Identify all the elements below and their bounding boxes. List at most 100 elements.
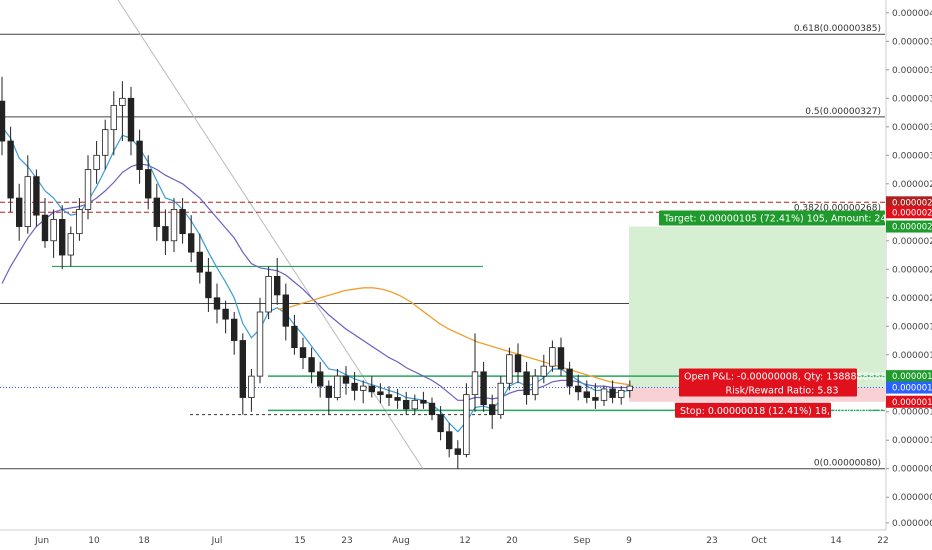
candle-57: [488, 394, 496, 429]
candle-body-46: [394, 397, 401, 401]
candle-67: [575, 374, 582, 401]
candle-39: [334, 369, 341, 401]
price-tag-0: 0.00000267: [886, 196, 932, 209]
candle-body-7: [59, 219, 66, 256]
time-axis[interactable]: Jun 10 18 Jul 15 23 Aug 12 20 Sep 9 23 Oct 14 22: [0, 529, 889, 546]
candle-60: [514, 343, 522, 384]
candle-13: [110, 91, 117, 156]
candle-body-38: [325, 385, 332, 398]
candle-body-2: [15, 197, 23, 227]
y-tick-label-17: 0.00000380: [892, 37, 932, 47]
candle-body-20: [170, 209, 178, 242]
fib-label-3: 0(0.00000080): [814, 459, 881, 469]
candle-body-57: [488, 404, 496, 415]
candle-19: [162, 209, 169, 256]
candle-53: [454, 440, 461, 469]
candle-30: [256, 297, 264, 384]
price-tag-label-1: 0.00000260: [892, 208, 932, 218]
y-tick-label-2: 0.00000080: [892, 465, 932, 475]
candle-body-61: [523, 371, 530, 396]
x-tick-label-12: Oct: [751, 536, 767, 546]
candle-body-66: [566, 368, 573, 387]
candle-14: [119, 81, 126, 142]
candle-26: [222, 300, 229, 334]
y-tick-label-4: 0.00000120: [892, 408, 932, 418]
candle-body-10: [84, 169, 92, 210]
candle-58: [497, 376, 504, 419]
candle-61: [523, 361, 530, 405]
candle-28: [239, 333, 246, 415]
candle-body-68: [583, 391, 590, 398]
candle-body-28: [239, 340, 246, 398]
candle-body-8: [67, 233, 74, 256]
candle-73: [626, 380, 633, 398]
candle-72: [618, 386, 625, 405]
candle-body-37: [316, 371, 324, 387]
candle-body-58: [497, 382, 504, 415]
fib-partial-label: 0.382(0.00000268): [794, 203, 881, 213]
x-tick-label-7: 12: [459, 536, 470, 546]
candle-62: [532, 369, 539, 401]
candle-47: [402, 391, 410, 415]
candle-body-32: [273, 275, 281, 296]
candle-body-3: [24, 176, 31, 227]
candle-body-56: [480, 371, 487, 406]
candle-body-45: [385, 394, 393, 398]
candle-71: [609, 380, 616, 404]
price-tag-bg-1: [886, 206, 932, 219]
candle-body-35: [299, 347, 307, 359]
candle-body-19: [162, 226, 169, 242]
y-tick-label-6: 0.00000160: [892, 351, 932, 361]
candle-body-34: [291, 325, 298, 349]
fib-label-1: 0.5(0.00000327): [805, 107, 881, 117]
candle-body-21: [179, 209, 186, 235]
y-tick-label-0: 0.00000042: [892, 519, 932, 529]
candle-18: [153, 183, 160, 241]
price-axis[interactable]: 0.00000042 0.00000060 0.00000080 0.00000100…: [885, 0, 932, 530]
target-zone: [629, 226, 885, 388]
candle-40: [342, 366, 350, 395]
candle-12: [102, 119, 109, 170]
x-tick-label-1: 10: [88, 536, 100, 546]
candle-body-22: [187, 233, 195, 253]
candle-44: [377, 383, 384, 404]
price-tag-label-0: 0.00000267: [892, 198, 932, 208]
candle-body-63: [540, 365, 547, 377]
y-tick-label-8: 0.00000200: [892, 294, 932, 304]
candle-21: [179, 198, 186, 244]
candle-body-51: [437, 414, 444, 433]
price-tag-label-5: 0.00000127: [892, 398, 932, 408]
y-tick-label-18: 0.00000400: [892, 9, 932, 19]
candle-body-49: [420, 399, 427, 404]
candle-body-15: [127, 97, 135, 142]
price-tag-bg-5: [886, 395, 932, 408]
candle-body-9: [76, 209, 83, 235]
pnl-label-text: Open P&L: -0.00000008, Qty: 1388888888: [684, 372, 887, 383]
stop-label: Stop: 0.00000018 (12.41%) 18, Amount: 75…: [675, 402, 895, 418]
y-tick-label-3: 0.00000100: [892, 436, 932, 446]
candle-body-53: [454, 448, 461, 455]
price-tag-1: 0.00000260: [886, 206, 932, 219]
candle-46: [394, 388, 401, 409]
candle-body-5: [41, 214, 49, 242]
candle-body-69: [592, 397, 599, 401]
price-tag-bg-4: [886, 381, 932, 394]
candle-8: [67, 226, 74, 267]
candle-body-13: [110, 105, 117, 131]
price-tags: 0.000002670.00000260 0.00000250 0.00000145…: [886, 196, 932, 408]
x-tick-label-4: 15: [294, 536, 305, 546]
target-label-text: Target: 0.00000105 (72.41%) 105, Amount:…: [663, 214, 914, 225]
candle-31: [265, 266, 272, 320]
x-tick-label-5: 23: [341, 536, 352, 546]
y-tick-label-7: 0.00000180: [892, 322, 932, 332]
candle-65: [557, 337, 565, 377]
y-tick-label-10: 0.00000240: [892, 237, 932, 247]
y-tick-label-12: 0.00000280: [892, 180, 932, 190]
candle-68: [583, 380, 590, 404]
candle-24: [205, 257, 212, 313]
candle-body-27: [230, 318, 238, 341]
candle-1: [7, 126, 14, 213]
candle-55: [471, 333, 479, 412]
candle-body-14: [119, 97, 126, 106]
